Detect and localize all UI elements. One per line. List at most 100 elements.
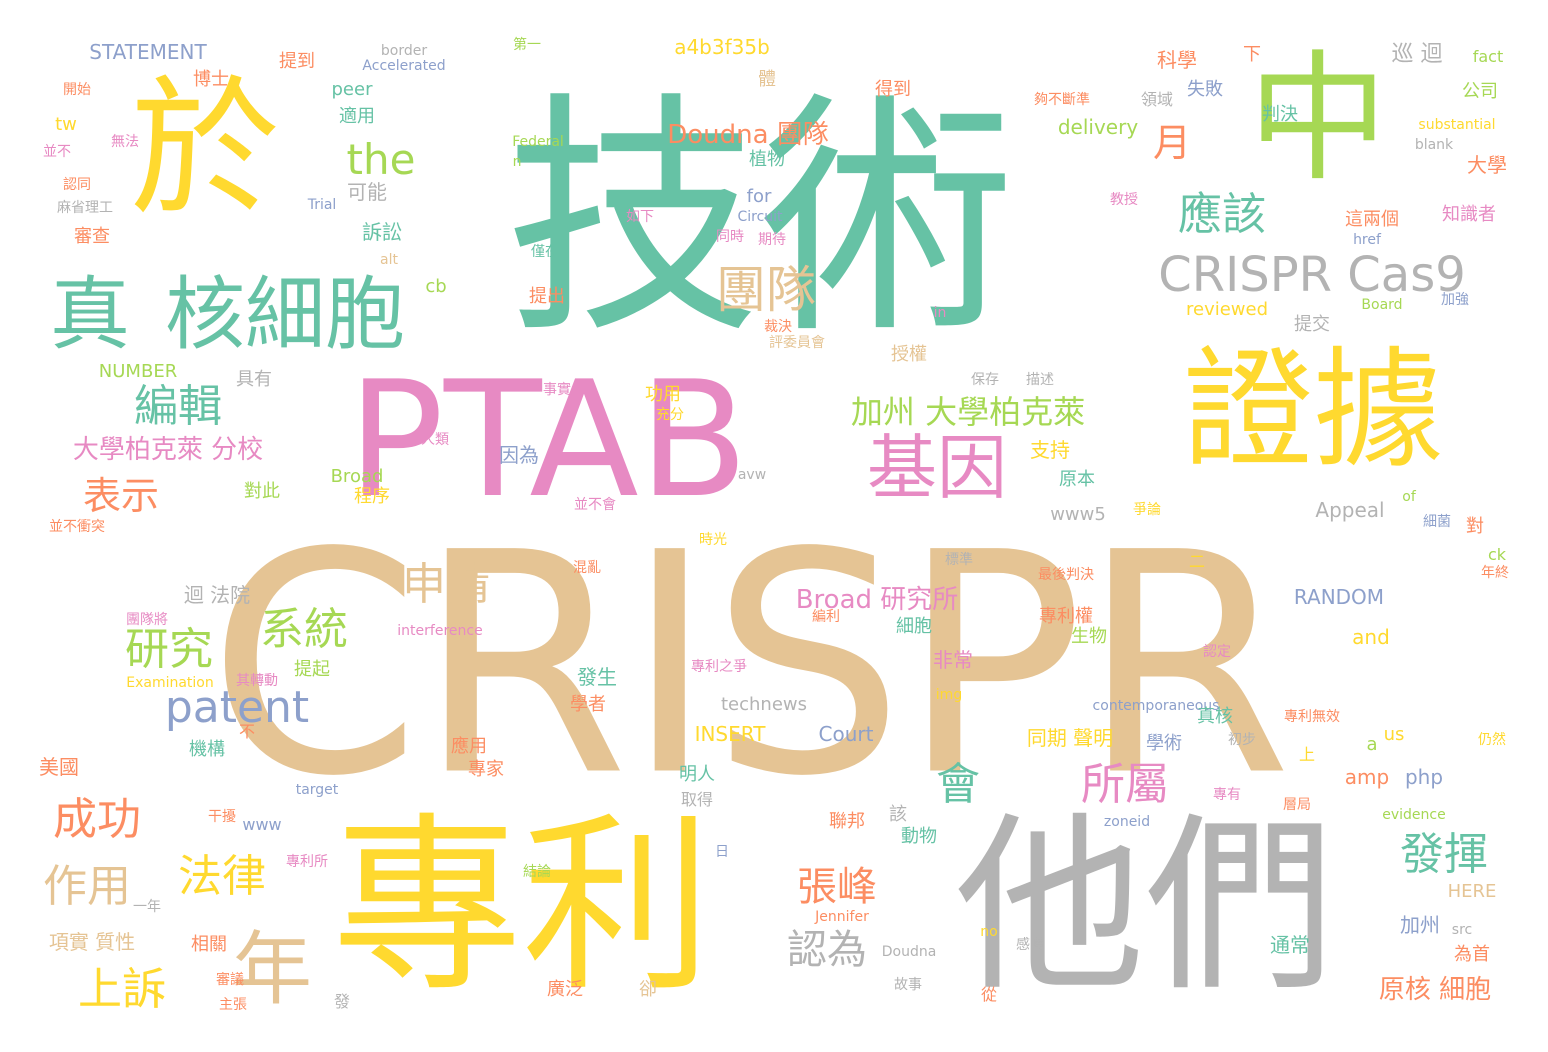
- word-yue: 月: [1152, 121, 1192, 165]
- word-jiaqiang: 加強: [1441, 292, 1469, 308]
- word-alt: alt: [380, 252, 398, 268]
- word-href: href: [1353, 232, 1381, 248]
- word-feichang: 非常: [933, 648, 973, 672]
- word-wufa: 無法: [111, 134, 139, 150]
- word-xueshu: 學術: [1146, 733, 1182, 754]
- word-broad-institute: Broad 研究所: [795, 585, 959, 615]
- word-jiazhou: 加州: [1400, 913, 1440, 937]
- word-ri: 日: [715, 844, 729, 860]
- word-appeal: Appeal: [1315, 498, 1385, 522]
- word-cengju: 層局: [1283, 797, 1311, 813]
- word-xiangshi-zhixing: 項實 質性: [48, 930, 136, 954]
- word-mingren: 明人: [679, 764, 715, 785]
- word-circuit: Circuit: [737, 209, 783, 225]
- word-yinian: 一年: [133, 899, 161, 915]
- word-cb: cb: [425, 276, 447, 297]
- word-src: src: [1451, 922, 1473, 938]
- word-yuanhe-xibao: 原核 細胞: [1378, 975, 1492, 1005]
- word-baocun: 保存: [971, 372, 999, 388]
- word-fasheng: 發生: [577, 665, 617, 689]
- word-suoshu: 所屬: [1081, 759, 1169, 810]
- word-susong: 訴訟: [362, 220, 402, 244]
- word-daxue: 大學: [1467, 153, 1507, 177]
- word-a: a: [1366, 734, 1378, 755]
- word-zhishizhe: 知識者: [1442, 204, 1496, 225]
- word-crispr: CRISPR: [207, 487, 1292, 843]
- word-zhuanyou: 專有: [1213, 787, 1241, 803]
- word-n: n: [512, 154, 522, 170]
- word-bingbuhui: 並不會: [574, 497, 616, 513]
- word-mashenglianggong: 麻省理工: [57, 200, 113, 216]
- word-que: 卻: [639, 979, 657, 1000]
- word-ganrao: 干擾: [208, 809, 236, 825]
- word-doudna: Doudna: [881, 944, 937, 960]
- word-reviewed: reviewed: [1185, 299, 1269, 320]
- word-caijue: 裁決: [764, 319, 792, 335]
- word-rending: 認定: [1203, 644, 1231, 660]
- word-zhiwu: 植物: [749, 149, 785, 170]
- word-us: us: [1383, 724, 1405, 745]
- word-gantan: 感嘆: [1016, 937, 1044, 953]
- word-jiaoshou: 教授: [1110, 192, 1138, 208]
- word-shengwu: 生物: [1071, 626, 1107, 647]
- word-xia: 下: [1243, 44, 1261, 65]
- word-yingyong: 應用: [451, 736, 487, 757]
- word-kexue: 科學: [1157, 48, 1197, 72]
- word-php: php: [1404, 765, 1444, 789]
- word-diyi: 第一: [513, 37, 541, 53]
- word-rengran: 仍然: [1478, 732, 1506, 748]
- word-nianzhong: 年終: [1481, 565, 1509, 581]
- word-fa: 發: [333, 992, 351, 1011]
- word-xunhui: 巡 迴: [1391, 42, 1443, 67]
- word-ruxia: 如下: [626, 209, 654, 225]
- word-jishu: 技術: [504, 71, 1016, 369]
- word-chubu: 初步: [1228, 732, 1256, 748]
- word-yinwei: 因為: [499, 443, 539, 467]
- word-zhuzhang: 主張: [219, 997, 247, 1013]
- word-www: www: [242, 815, 282, 834]
- word-patent: patent: [164, 682, 310, 733]
- word-contemporaneous: contemporaneous: [1092, 698, 1220, 714]
- word-bianji: 編輯: [134, 381, 222, 432]
- word-rentong: 認同: [63, 177, 91, 193]
- word-amp: amp: [1344, 765, 1390, 789]
- word-chenggong: 成功: [53, 794, 141, 845]
- word-zuoyong: 作用: [43, 861, 131, 912]
- word-zhuanli: 專利: [331, 796, 713, 1017]
- word-qizhuandong: 其轉動: [236, 673, 278, 689]
- word-and: and: [1352, 625, 1390, 649]
- word-federal: Federal: [512, 134, 564, 150]
- word-interference: interference: [397, 623, 483, 639]
- word-weishou: 為首: [1454, 944, 1490, 965]
- word-ptab: PTAB: [347, 346, 749, 533]
- word-qidai: 期待: [758, 232, 786, 248]
- word-bu: 不: [238, 722, 256, 741]
- word-zhuanli-wuxiao: 專利無效: [1284, 709, 1340, 725]
- word-delivery: delivery: [1057, 115, 1139, 139]
- word-ti: 體: [758, 69, 776, 90]
- word-img: img: [935, 687, 963, 703]
- word-shibai: 失敗: [1187, 79, 1223, 100]
- word-jinzai: 僅在: [531, 244, 559, 260]
- word-renwei: 認為: [787, 927, 867, 973]
- word-falv: 法律: [178, 851, 266, 902]
- word-xijun: 細菌: [1423, 514, 1451, 530]
- word-renlei: 人類: [421, 432, 449, 448]
- word-jennifer: Jennifer: [815, 909, 869, 925]
- word-tamen: 他們: [954, 796, 1336, 1017]
- word-tiqi: 提起: [294, 659, 330, 680]
- word-in: in: [933, 305, 947, 321]
- word-lianbang: 聯邦: [829, 811, 865, 832]
- word-yinggai: 應該: [1178, 189, 1266, 240]
- word-shenyi: 審議: [216, 972, 244, 988]
- word-nian: 年: [232, 923, 312, 1016]
- word-hunluan: 混亂: [573, 560, 601, 576]
- word-zhen: 真: [50, 268, 130, 361]
- word-shang: 上: [1298, 745, 1316, 764]
- word-tichu: 提出: [529, 286, 565, 307]
- word-guangfan: 廣泛: [547, 979, 583, 1000]
- word-miaoshu: 描述: [1026, 372, 1054, 388]
- word-tongshi: 同時: [716, 229, 744, 245]
- word-shangsu: 上訴: [78, 964, 166, 1015]
- word-zoneid: zoneid: [1103, 814, 1151, 830]
